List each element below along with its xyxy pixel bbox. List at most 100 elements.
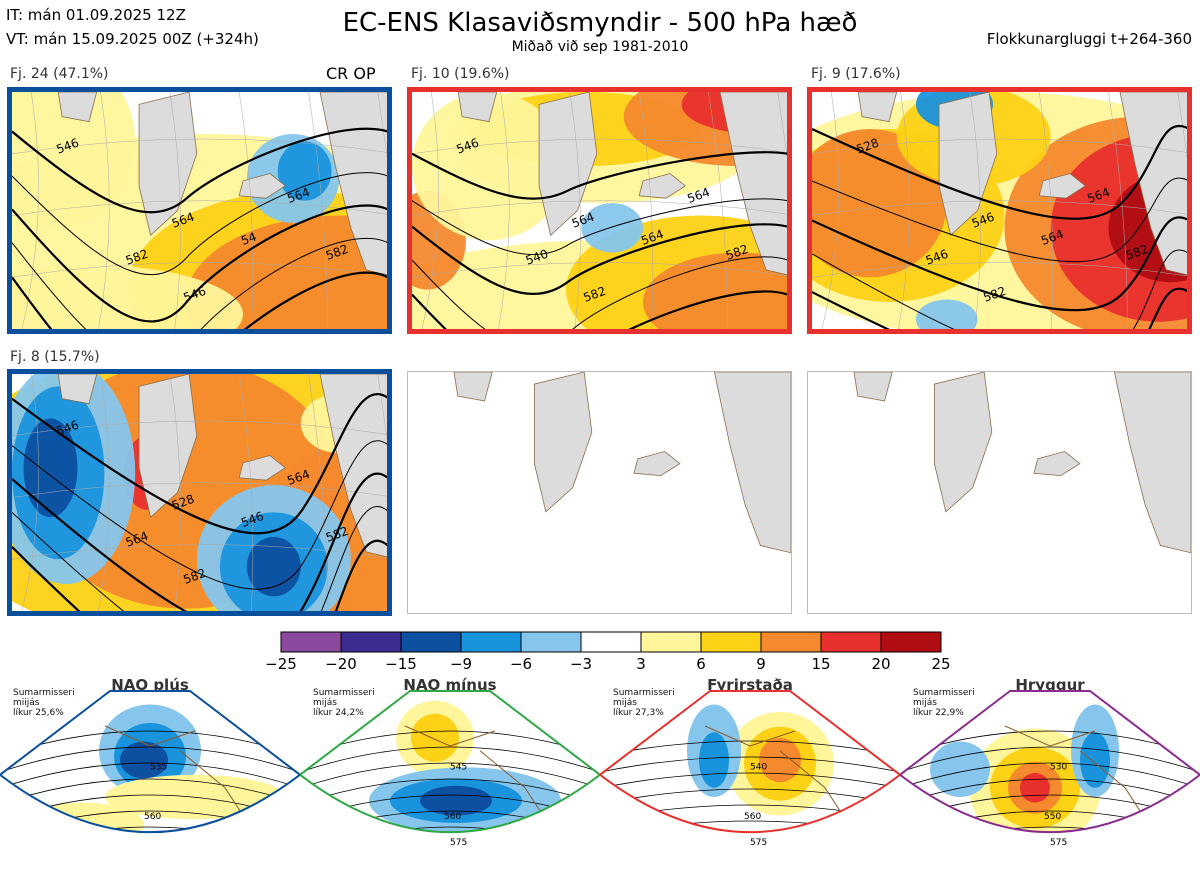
regime-contour-label: 560 [744, 812, 761, 822]
contour-line [12, 393, 387, 535]
regime-info: Sumarmisseri miijás líkur 25,6% [13, 688, 75, 718]
colorbar-tick-label: 9 [756, 655, 766, 673]
canada-shape [453, 372, 493, 402]
regime-contour [600, 788, 900, 805]
height-contours [412, 151, 787, 329]
regime-contour [600, 740, 900, 757]
meridian [498, 92, 510, 329]
meridian [308, 92, 328, 329]
parallel [812, 138, 1187, 154]
colorbar-tick-label: 6 [696, 655, 706, 673]
contour-line [12, 506, 387, 611]
colorbar-swatch [580, 631, 642, 653]
regime-contour-label: 540 [750, 762, 767, 772]
height-contours [12, 393, 387, 611]
meridian [21, 92, 39, 329]
parallel [12, 138, 387, 154]
regime-contour [900, 826, 1200, 833]
land-layer [453, 372, 791, 554]
regime-map: 540 560 575 [600, 690, 900, 848]
meridian [1177, 92, 1187, 159]
cluster-label: Fj. 8 (15.7%) [10, 349, 100, 365]
parallel [812, 262, 1187, 278]
regime-contour [0, 859, 300, 871]
cr-op-tag: CR OP [326, 64, 376, 83]
colorbar-tick-label: 3 [636, 655, 646, 673]
greenland-shape [538, 92, 598, 237]
canada-shape [57, 92, 98, 123]
regime-name: NAO mínus [403, 676, 497, 694]
regime-map: 545 560 575 [300, 690, 600, 848]
regime-contour [900, 778, 1200, 805]
colorbar-swatch [820, 631, 882, 653]
land-layer [57, 92, 387, 276]
colorbar-swatch [760, 631, 822, 653]
regime-contour-label: 530 [1050, 762, 1067, 772]
regime-anomaly [411, 713, 459, 762]
initial-time: IT: mán 01.09.2025 12Z [6, 6, 186, 24]
regime-border [300, 690, 600, 833]
colorbar-swatch [700, 631, 762, 653]
colorbar-swatch [460, 631, 522, 653]
anomaly-shading [12, 374, 387, 611]
meridian [377, 92, 387, 159]
regime-anomaly [24, 802, 144, 833]
meridian [238, 374, 254, 611]
scandinavia-shape [1119, 92, 1187, 276]
parallel [412, 200, 787, 216]
greenland-shape [533, 372, 593, 513]
greenland-shape [933, 372, 993, 513]
meridian [377, 374, 387, 441]
meridian [308, 374, 328, 611]
meridian [777, 92, 787, 159]
regime-contour-label: 560 [444, 812, 461, 822]
contour-line [12, 172, 387, 276]
empty-map-panel [407, 371, 792, 614]
regime-name: NAO plús [111, 676, 189, 694]
parallel [412, 138, 787, 154]
regime-shading [0, 691, 300, 871]
land-layer [853, 372, 1191, 554]
colorbar-swatch [280, 631, 342, 653]
scandinavia-shape [719, 92, 787, 276]
contour-line [412, 151, 787, 200]
regime-anomaly [930, 741, 990, 797]
cluster-map-panel: 546 564 540 564 582 564 582 [407, 87, 792, 334]
regime-anomaly [420, 785, 492, 816]
meridian [98, 92, 110, 329]
regime-contour-label: 560 [144, 812, 161, 822]
cluster-label: Fj. 10 (19.6%) [411, 66, 510, 82]
regime-contour [300, 762, 600, 789]
colorbar-swatch [340, 631, 402, 653]
contour-line [812, 125, 1187, 220]
valid-time: VT: mán 15.09.2025 00Z (+324h) [6, 30, 259, 48]
contour-line [12, 440, 387, 590]
contour-label: 54 [239, 230, 258, 248]
greenland-shape [938, 92, 998, 237]
regime-info: Sumarmisseri mijás líkur 24,2% [313, 688, 375, 718]
colorbar-tick-label: 15 [811, 655, 831, 673]
regime-map: 535 560 [0, 690, 300, 871]
regime-anomaly [699, 732, 729, 788]
contour-line [412, 256, 787, 329]
iceland-shape [633, 451, 681, 477]
regime-contour [0, 746, 300, 773]
regime-contour-label: 545 [450, 762, 467, 772]
cluster-label: Fj. 9 (17.6%) [811, 66, 901, 82]
empty-map [853, 372, 1191, 554]
colorbar-tick-label: −20 [325, 655, 357, 673]
regime-contour [900, 859, 1200, 871]
colorbar-tick-label: −25 [265, 655, 297, 673]
land-layer [857, 92, 1187, 276]
regime-contour [900, 746, 1200, 773]
iceland-shape [1033, 451, 1081, 477]
meridian [169, 92, 181, 329]
colorbar-tick-label: −9 [449, 655, 473, 673]
meridian [169, 374, 181, 611]
contour-line [12, 472, 387, 611]
parallel [12, 482, 387, 498]
colorbar-tick-label: 20 [871, 655, 891, 673]
regime-anomaly [1020, 772, 1050, 803]
